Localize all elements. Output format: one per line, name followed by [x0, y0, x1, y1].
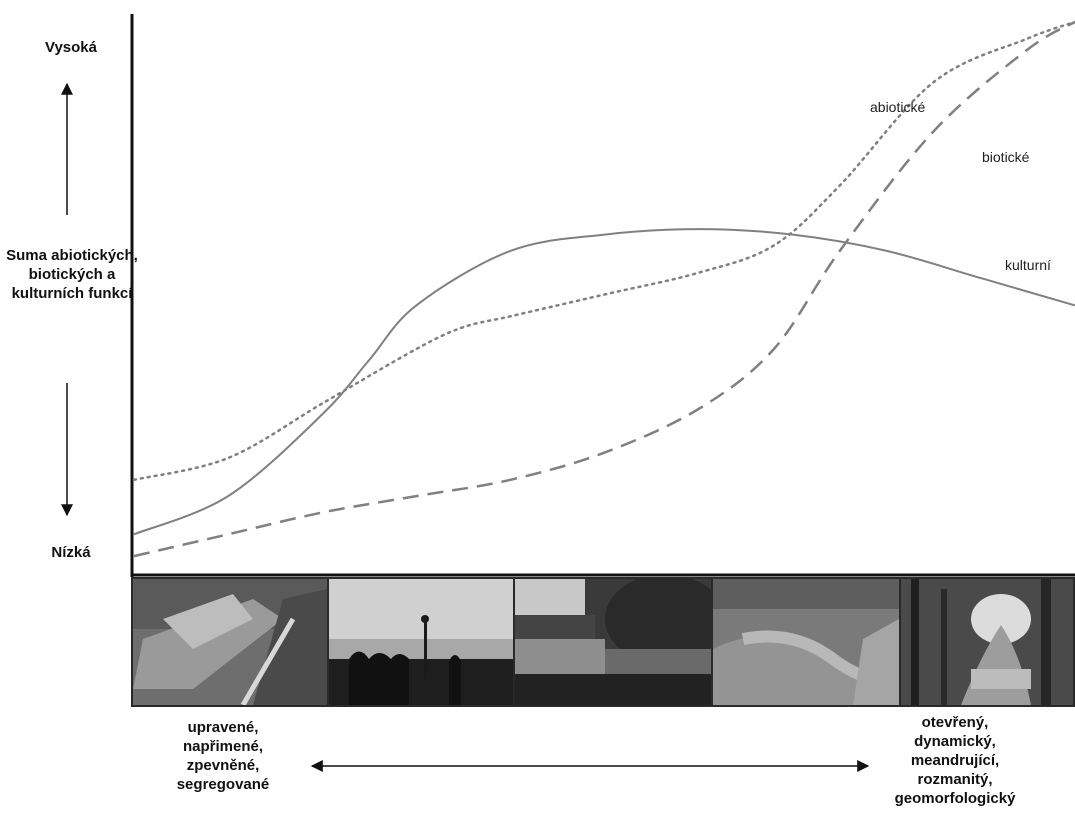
series-label-kulturni: kulturní — [1005, 257, 1051, 273]
x-right-label: otevřený, dynamický, meandrující, rozman… — [894, 714, 1016, 807]
series-line-1 — [133, 20, 1075, 558]
series-line-2 — [133, 228, 1075, 536]
series-label-bioticke: biotické — [982, 149, 1030, 165]
photo-strip — [131, 577, 1075, 707]
regulated-channel-photo — [133, 579, 327, 705]
natural-forest-river-photo — [901, 579, 1073, 705]
series-label-abioticke: abiotické — [870, 99, 925, 115]
series-line-0 — [132, 20, 1075, 482]
y-high-label: Vysoká — [45, 39, 97, 56]
pond-shore-photo — [515, 579, 711, 705]
x-left-label: upravené, napřimené, zpevněné, segregova… — [176, 719, 270, 793]
y-axis-label: Suma abiotických, biotických a kulturníc… — [6, 247, 138, 302]
y-low-label: Nízká — [51, 544, 91, 561]
overgrown-stream-photo — [713, 579, 899, 705]
urban-waterfront-photo — [329, 579, 513, 705]
